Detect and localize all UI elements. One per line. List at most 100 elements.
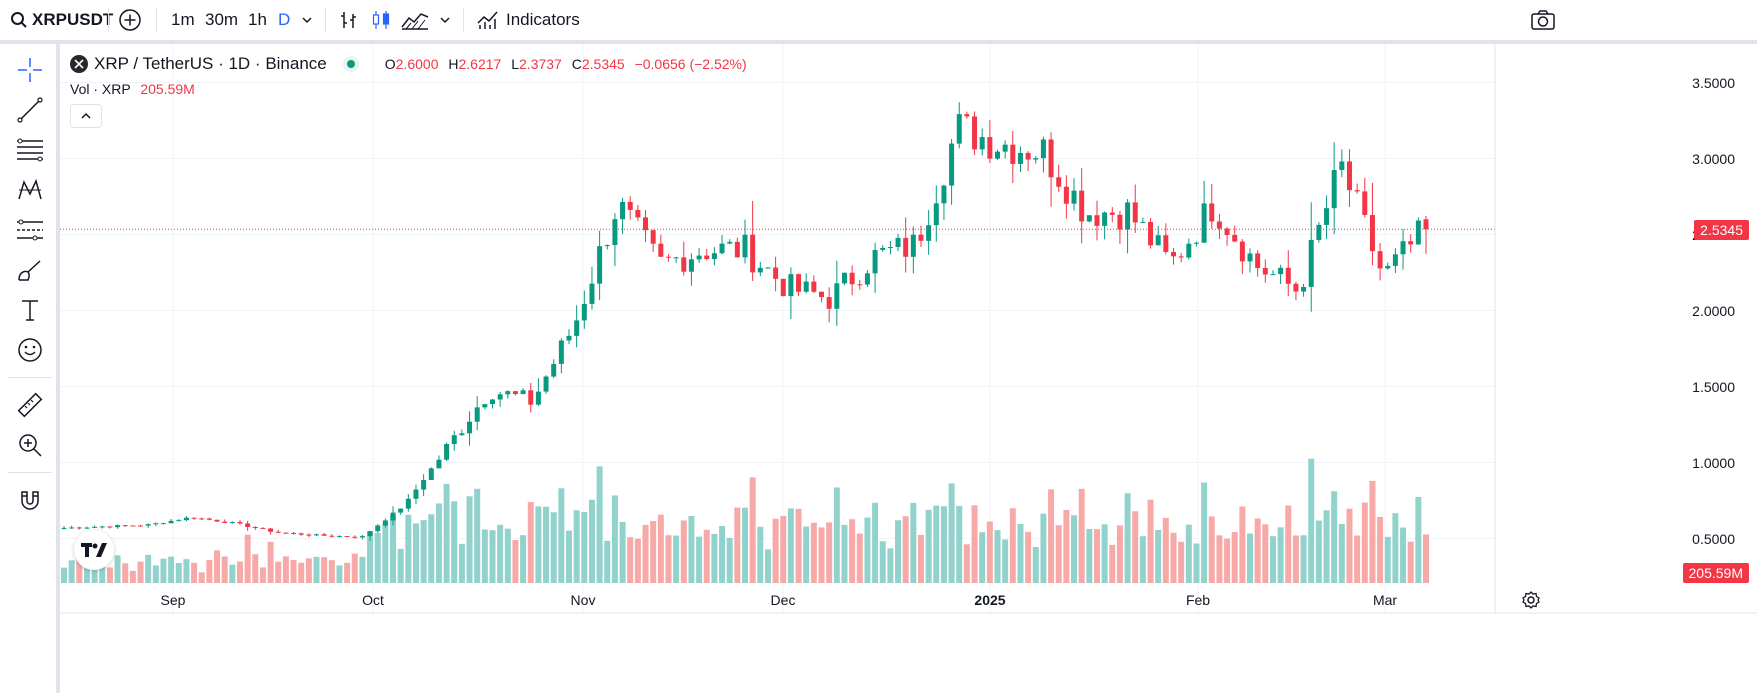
trend-line-tool[interactable] bbox=[10, 92, 50, 128]
divider bbox=[325, 8, 326, 32]
volume-bar bbox=[512, 540, 519, 583]
volume-bar bbox=[1201, 482, 1208, 583]
xrp-logo-icon bbox=[70, 55, 88, 73]
volume-bar bbox=[680, 520, 687, 583]
volume-bar bbox=[282, 556, 289, 583]
candle-body bbox=[1308, 239, 1314, 287]
candle-body bbox=[727, 241, 733, 244]
candle-body bbox=[803, 281, 809, 292]
change-value: −0.0656 (−2.52%) bbox=[634, 56, 747, 72]
area-style-button[interactable] bbox=[400, 0, 430, 40]
candle-body bbox=[903, 237, 909, 257]
candle-body bbox=[696, 255, 702, 260]
zoom-in-icon bbox=[19, 434, 42, 457]
candle-body bbox=[918, 234, 924, 241]
volume-value: 205.59M bbox=[140, 81, 195, 97]
bar-style-button[interactable] bbox=[338, 0, 360, 40]
chart-settings-button[interactable] bbox=[1520, 589, 1542, 611]
volume-bar bbox=[160, 558, 167, 583]
candle-body bbox=[390, 512, 396, 521]
candle-body bbox=[734, 241, 740, 258]
candle-body bbox=[153, 523, 159, 525]
volume-bar bbox=[1048, 489, 1055, 583]
bars-icon bbox=[341, 12, 356, 28]
measure-tool[interactable] bbox=[10, 387, 50, 423]
divider bbox=[463, 8, 464, 32]
volume-bar bbox=[1078, 488, 1085, 583]
candle-body bbox=[956, 114, 962, 144]
pattern-tool[interactable] bbox=[10, 172, 50, 208]
forecast-tool[interactable] bbox=[10, 212, 50, 248]
volume-bar bbox=[994, 530, 1001, 583]
interval-1h[interactable]: 1h bbox=[248, 10, 267, 29]
candle-body bbox=[849, 272, 855, 285]
price-tick: 1.5000 bbox=[1692, 379, 1735, 395]
candle-body bbox=[1346, 161, 1352, 191]
interval-d[interactable]: D bbox=[278, 10, 291, 29]
candle-body bbox=[467, 421, 473, 434]
volume-bar bbox=[497, 524, 504, 583]
candle-body bbox=[520, 390, 526, 395]
volume-bar bbox=[872, 502, 879, 583]
candle-body bbox=[750, 234, 756, 273]
volume-legend: Vol · XRP 205.59M bbox=[70, 81, 195, 97]
volume-bar bbox=[917, 534, 924, 583]
candle-body bbox=[84, 527, 90, 529]
candle-body bbox=[1079, 190, 1085, 222]
candle-body bbox=[421, 479, 427, 490]
indicators-button[interactable]: Indicators bbox=[476, 0, 580, 40]
volume-bar bbox=[267, 541, 274, 583]
volume-bar bbox=[229, 564, 236, 583]
text-tool[interactable] bbox=[10, 292, 50, 328]
volume-bar bbox=[703, 529, 710, 583]
volume-bar bbox=[520, 535, 527, 583]
brush-tool[interactable] bbox=[10, 252, 50, 288]
emoji-tool[interactable] bbox=[10, 332, 50, 368]
candle-body bbox=[1086, 215, 1092, 222]
compare-button[interactable] bbox=[118, 0, 142, 40]
screenshot-button[interactable] bbox=[1530, 0, 1556, 40]
candle-body bbox=[880, 248, 886, 250]
volume-bar bbox=[527, 502, 534, 583]
chart-type-dropdown[interactable] bbox=[438, 0, 452, 40]
crosshair-tool[interactable] bbox=[10, 52, 50, 88]
candle-body bbox=[375, 525, 381, 532]
volume-bar bbox=[1162, 517, 1169, 583]
candle-body bbox=[1408, 241, 1414, 245]
candle-body bbox=[1178, 256, 1184, 258]
volume-bar bbox=[359, 556, 366, 583]
candle-body bbox=[1201, 203, 1207, 243]
current-price-badge: 2.5345 bbox=[1694, 220, 1749, 240]
brush-icon bbox=[18, 260, 41, 281]
volume-bar bbox=[252, 554, 259, 583]
time-tick: Dec bbox=[770, 592, 796, 608]
fib-tool[interactable] bbox=[10, 132, 50, 168]
volume-bar bbox=[1262, 524, 1269, 583]
interval-dropdown[interactable] bbox=[300, 0, 314, 40]
candle-body bbox=[665, 256, 671, 258]
symbol-search[interactable]: XRPUSDT bbox=[10, 0, 113, 40]
volume-bar bbox=[1032, 546, 1039, 583]
volume-bar bbox=[856, 533, 863, 583]
tradingview-logo[interactable] bbox=[74, 530, 114, 570]
interval-1m[interactable]: 1m bbox=[171, 10, 195, 29]
volume-bar bbox=[68, 560, 75, 583]
volume-bar bbox=[810, 522, 817, 583]
time-tick: Mar bbox=[1372, 592, 1398, 608]
zoom-tool[interactable] bbox=[10, 427, 50, 463]
candle-body bbox=[673, 257, 679, 259]
collapse-legend-button[interactable] bbox=[70, 104, 102, 128]
candle-body bbox=[627, 201, 633, 210]
chart-pane[interactable]: XRP / TetherUS · 1D · Binance O2.6000 H2… bbox=[60, 44, 1757, 693]
candle-body bbox=[382, 520, 388, 526]
volume-bar bbox=[152, 565, 159, 583]
top-toolbar: XRPUSDT 1m 30m 1h D Indicators bbox=[0, 0, 1757, 44]
volume-bar bbox=[336, 565, 343, 583]
candle-body bbox=[1140, 221, 1146, 223]
price-chart[interactable] bbox=[60, 44, 1757, 693]
candle-body bbox=[183, 517, 189, 521]
interval-30m[interactable]: 30m bbox=[205, 10, 239, 29]
candles-style-button[interactable] bbox=[370, 0, 392, 40]
magnet-tool[interactable] bbox=[10, 482, 50, 518]
drawing-toolbar bbox=[0, 44, 60, 693]
